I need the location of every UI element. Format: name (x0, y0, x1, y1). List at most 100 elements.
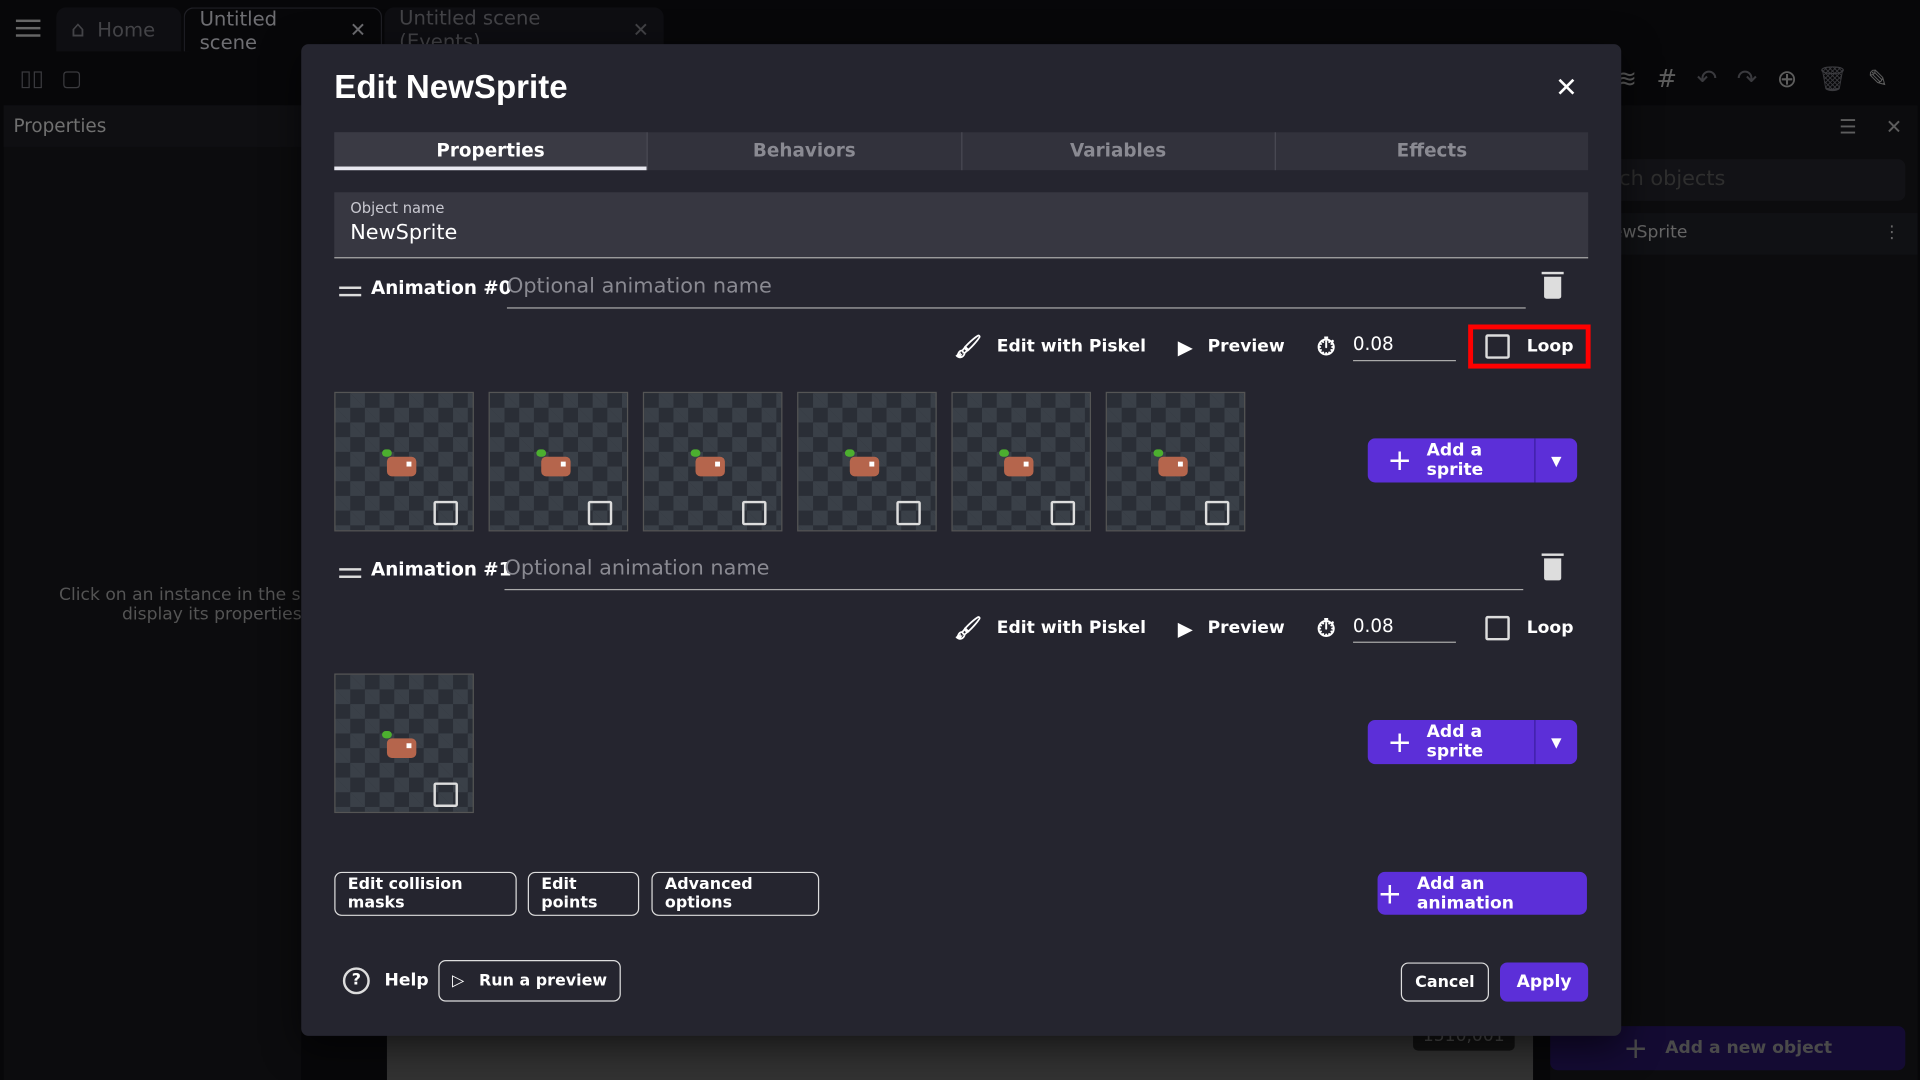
brush-icon: 🖌 (954, 333, 983, 360)
frame-select-checkbox[interactable] (433, 782, 458, 807)
panels-icon[interactable]: ▯▯ (19, 66, 44, 92)
sprite-image (382, 449, 419, 478)
delete-icon[interactable]: 🗑 (1816, 63, 1849, 94)
frame-select-checkbox[interactable] (587, 500, 613, 526)
edit-with-piskel-button[interactable]: 🖌 Edit with Piskel (954, 333, 1146, 360)
animation-tools: 🖌 Edit with Piskel ▶ Preview ⏱ 0.08 Loop (954, 324, 1591, 369)
sprite-frame[interactable] (797, 391, 937, 532)
sprite-image (536, 449, 573, 478)
tab-effects[interactable]: Effects (1274, 132, 1588, 171)
animation-0: Animation #0 Optional animation name 🖌 Ed… (334, 269, 1591, 538)
frame-select-checkbox[interactable] (1050, 500, 1076, 526)
panel-title: Properties (3, 105, 302, 147)
preview-button[interactable]: ▶ Preview (1177, 616, 1285, 640)
drag-handle-icon[interactable] (339, 286, 362, 297)
sprite-image (1153, 449, 1190, 478)
animation-name-input[interactable]: Optional animation name (504, 553, 1524, 591)
zoom-icon[interactable]: ⊕ (1776, 63, 1798, 94)
loop-checkbox[interactable]: Loop (1467, 324, 1591, 369)
tab-behaviors[interactable]: Behaviors (646, 132, 961, 171)
chevron-down-icon[interactable]: ▼ (1551, 452, 1562, 469)
play-icon: ▶ (1177, 616, 1193, 640)
sprite-frame[interactable] (334, 391, 474, 532)
plus-icon: + (1387, 724, 1412, 760)
add-sprite-button[interactable]: + Add a sprite ▼ (1367, 720, 1578, 765)
drag-handle-icon[interactable] (339, 568, 362, 578)
undo-icon[interactable]: ↶ (1696, 63, 1718, 94)
loop-checkbox[interactable]: Loop (1470, 609, 1588, 648)
add-sprite-button[interactable]: + Add a sprite ▼ (1367, 438, 1578, 483)
dialog-tabs: Properties Behaviors Variables Effects (334, 132, 1589, 171)
close-tab-icon[interactable]: ✕ (349, 18, 367, 42)
animation-label: Animation #0 (371, 276, 512, 299)
save-icon[interactable]: ▢ (61, 66, 83, 92)
sprite-image (999, 449, 1036, 478)
tab-home[interactable]: ⌂ Home (56, 7, 182, 52)
frame-duration-input[interactable]: 0.08 (1352, 332, 1456, 361)
delete-animation-icon[interactable] (1541, 271, 1564, 299)
cancel-button[interactable]: Cancel (1400, 962, 1489, 1002)
layers-icon[interactable]: ≋ (1616, 63, 1637, 94)
scene-canvas[interactable]: 1510,001 (386, 1021, 1534, 1080)
sprite-frames (334, 673, 474, 814)
edit-icon[interactable]: ✎ (1867, 63, 1889, 94)
timer-icon: ⏱ (1316, 613, 1336, 643)
redo-icon[interactable]: ↷ (1736, 63, 1758, 94)
plus-icon: + (1623, 1031, 1649, 1066)
close-dialog-icon[interactable]: ✕ (1555, 73, 1578, 105)
plus-icon: + (1377, 876, 1403, 911)
advanced-options-button[interactable]: Advanced options (651, 871, 820, 916)
tab-properties[interactable]: Properties (334, 132, 647, 171)
edit-object-dialog: Edit NewSprite ✕ Properties Behaviors Va… (301, 44, 1622, 1036)
tab-variables[interactable]: Variables (960, 132, 1275, 171)
delete-animation-icon[interactable] (1541, 553, 1564, 581)
add-animation-button[interactable]: + Add an animation (1377, 871, 1587, 915)
menu-icon[interactable] (15, 19, 41, 37)
object-name-field[interactable]: Object name NewSprite (334, 192, 1589, 259)
sprite-frames (334, 391, 1246, 532)
sprite-image (844, 449, 882, 478)
animation-label: Animation #1 (371, 558, 512, 581)
sprite-image (382, 731, 419, 760)
sprite-frame[interactable] (334, 673, 474, 814)
edit-collision-masks-button[interactable]: Edit collision masks (334, 871, 517, 916)
preview-button[interactable]: ▶ Preview (1177, 334, 1285, 359)
panel-hint: Click on an instance in the scene to dis… (59, 585, 365, 625)
sprite-frame[interactable] (488, 391, 629, 532)
frame-select-checkbox[interactable] (742, 500, 767, 526)
properties-panel: Properties Click on an instance in the s… (3, 105, 365, 1080)
animation-header: Animation #1 Optional animation name (334, 551, 1588, 593)
timer-icon: ⏱ (1316, 331, 1336, 362)
tab-untitled-scene[interactable]: Untitled scene ✕ (183, 7, 383, 53)
close-panel-icon[interactable]: ✕ (1885, 115, 1903, 139)
filter-icon[interactable]: ☰ (1839, 115, 1857, 139)
animation-name-input[interactable]: Optional animation name (506, 272, 1526, 309)
animation-tools: 🖌 Edit with Piskel ▶ Preview ⏱ 0.08 Loop (954, 607, 1588, 649)
sprite-frame[interactable] (642, 391, 783, 532)
frame-select-checkbox[interactable] (1204, 500, 1230, 526)
frame-duration-input[interactable]: 0.08 (1352, 614, 1456, 643)
help-icon: ? (342, 967, 370, 995)
sprite-frame[interactable] (1105, 391, 1246, 532)
grid-icon[interactable]: # (1656, 63, 1677, 94)
checkbox-icon (1485, 334, 1510, 359)
edit-with-piskel-button[interactable]: 🖌 Edit with Piskel (954, 615, 1146, 642)
animation-header: Animation #0 Optional animation name (334, 269, 1588, 311)
more-icon[interactable]: ⋮ (1883, 222, 1901, 243)
edit-points-button[interactable]: Edit points (527, 871, 640, 916)
frame-select-checkbox[interactable] (433, 500, 458, 526)
help-button[interactable]: ? Help (342, 967, 429, 995)
dialog-title: Edit NewSprite (334, 68, 568, 106)
home-icon: ⌂ (71, 16, 86, 43)
chevron-down-icon[interactable]: ▼ (1551, 734, 1562, 751)
run-preview-button[interactable]: ▷ Run a preview (438, 960, 621, 1002)
tab-untitled-scene-events[interactable]: Untitled scene (Events) ✕ (384, 6, 664, 53)
plus-icon: + (1387, 443, 1412, 478)
apply-button[interactable]: Apply (1500, 962, 1589, 1002)
frame-select-checkbox[interactable] (896, 500, 921, 526)
sprite-frame[interactable] (951, 391, 1092, 532)
play-icon: ▷ (452, 971, 465, 991)
play-icon: ▶ (1177, 334, 1193, 359)
close-tab-icon[interactable]: ✕ (632, 17, 649, 42)
checkbox-icon (1485, 615, 1510, 641)
